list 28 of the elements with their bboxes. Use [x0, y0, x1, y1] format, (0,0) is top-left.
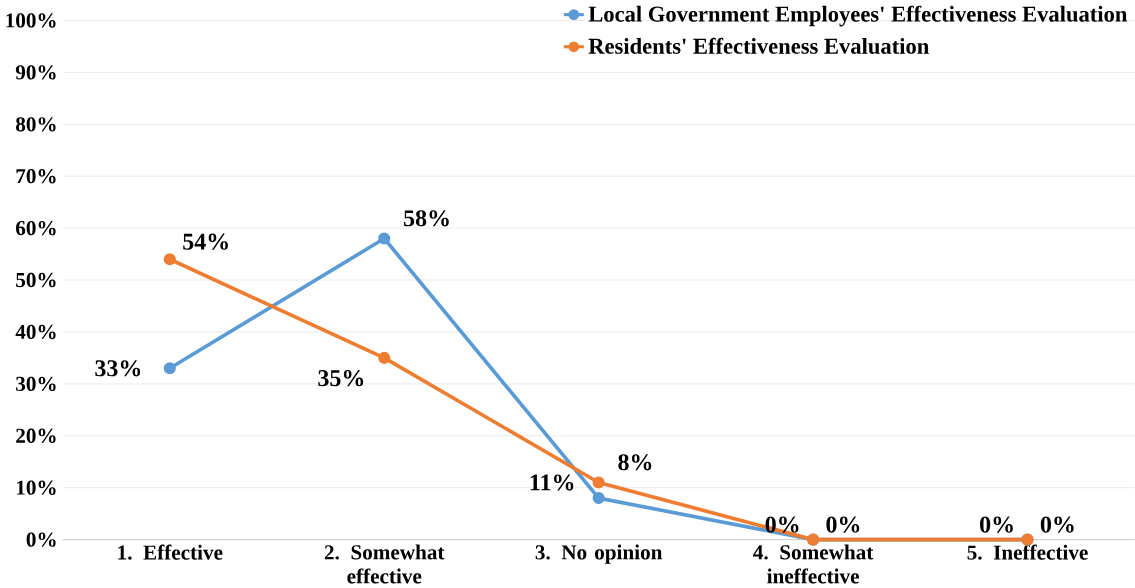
- legend-label: Residents' Effectiveness Evaluation: [588, 37, 929, 54]
- x-tick-label: 1. Effective: [118, 544, 223, 560]
- y-tick-label: 0%: [26, 532, 56, 547]
- data-label: 35%: [318, 369, 364, 387]
- legend-label: Local Government Employees' Effectiveness Evaluation: [588, 5, 1128, 27]
- data-label: 11%: [530, 474, 574, 491]
- y-tick-label: 10%: [16, 480, 56, 495]
- y-tick-label: 50%: [16, 272, 56, 288]
- data-label: 58%: [404, 210, 449, 227]
- y-tick-label: 60%: [16, 220, 56, 236]
- y-tick-label: 100%: [6, 13, 56, 28]
- y-tick-label: 30%: [16, 376, 56, 391]
- y-tick-label: 80%: [16, 117, 56, 132]
- data-label: 0%: [826, 516, 860, 533]
- x-tick-label: 5. Ineffective: [967, 544, 1088, 560]
- data-label: 33%: [95, 360, 141, 377]
- data-label: 8%: [618, 454, 652, 471]
- x-tick-label: 2. Somewhat effective: [324, 544, 445, 584]
- y-tick-label: 70%: [16, 168, 56, 184]
- x-tick-label: 4. Somewhat ineffective: [753, 544, 874, 584]
- data-label: 0%: [765, 516, 799, 533]
- data-label: 0%: [980, 516, 1013, 533]
- data-label: 0%: [1040, 516, 1074, 533]
- y-tick-label: 20%: [16, 428, 56, 443]
- x-tick-label: 3. No opinion: [535, 544, 663, 564]
- y-tick-label: 90%: [15, 65, 56, 80]
- data-label: 54%: [183, 233, 228, 250]
- y-tick-label: 40%: [15, 324, 56, 340]
